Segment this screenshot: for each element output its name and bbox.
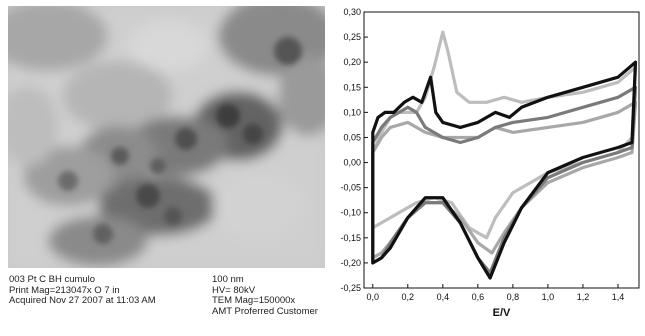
y-axis: -0,25 -0,20 -0,15 -0,10 -0,05 0,00 0,05 0,10 0,1… xyxy=(340,7,368,293)
y-tick-label: -0,15 xyxy=(340,233,361,243)
y-tick-label: -0,05 xyxy=(340,183,361,193)
micrograph-image xyxy=(8,6,325,268)
cv-series-4-line xyxy=(371,60,638,280)
y-tick-label: 0,30 xyxy=(343,7,361,17)
y-tick-label: 0,15 xyxy=(343,82,361,92)
chart-svg: 0,0 0,2 0,4 0,6 0,8 1,0 1,2 1,4 -0,25 -0,20 -0,15… xyxy=(340,7,640,319)
cyclic-voltammogram-chart: 0,0 0,2 0,4 0,6 0,8 1,0 1,2 1,4 -0,25 -0,20 -0,15… xyxy=(330,0,645,331)
caption-sample-name: 003 Pt C BH cumulo xyxy=(9,274,96,285)
y-tick-label: -0,10 xyxy=(340,208,361,218)
x-tick-label: 0,0 xyxy=(367,292,380,302)
y-tick-label: 0,00 xyxy=(343,158,361,168)
caption-scale: 100 nm xyxy=(212,274,244,285)
plot-area-frame xyxy=(363,11,640,289)
x-tick-label: 0,4 xyxy=(437,292,450,302)
x-tick-label: 0,2 xyxy=(402,292,415,302)
y-tick-label: -0,25 xyxy=(340,283,361,293)
caption-acquired: Acquired Nov 27 2007 at 11:03 AM xyxy=(9,295,156,306)
x-axis: 0,0 0,2 0,4 0,6 0,8 1,0 1,2 1,4 xyxy=(367,284,625,302)
caption-customer: AMT Proferred Customer xyxy=(212,305,318,317)
y-tick-label: 0,05 xyxy=(343,132,361,142)
micrograph-caption-left: 003 Pt C BH cumulo Print Mag=213047x O 7… xyxy=(9,274,156,307)
tem-micrograph xyxy=(8,6,325,268)
series-layer xyxy=(371,30,638,280)
micrograph-caption-right: 100 nm HV= 80kV TEM Mag=150000x AMT Prof… xyxy=(212,274,318,317)
y-tick-label: 0,20 xyxy=(343,57,361,67)
x-tick-label: 1,0 xyxy=(542,292,555,302)
caption-hv: HV= 80kV xyxy=(212,284,256,296)
y-tick-label: 0,10 xyxy=(343,107,361,117)
caption-tem-mag: TEM Mag=150000x xyxy=(212,295,296,306)
caption-print-mag: Print Mag=213047x O 7 in xyxy=(9,284,120,296)
x-tick-label: 0,6 xyxy=(472,292,485,302)
x-axis-label: E/V xyxy=(493,307,511,319)
cv-series-1-line xyxy=(371,30,638,240)
x-tick-label: 1,2 xyxy=(577,292,590,302)
y-tick-label: 0,25 xyxy=(343,32,361,42)
x-tick-label: 0,8 xyxy=(507,292,520,302)
y-tick-label: -0,20 xyxy=(340,258,361,268)
x-tick-label: 1,4 xyxy=(612,292,625,302)
